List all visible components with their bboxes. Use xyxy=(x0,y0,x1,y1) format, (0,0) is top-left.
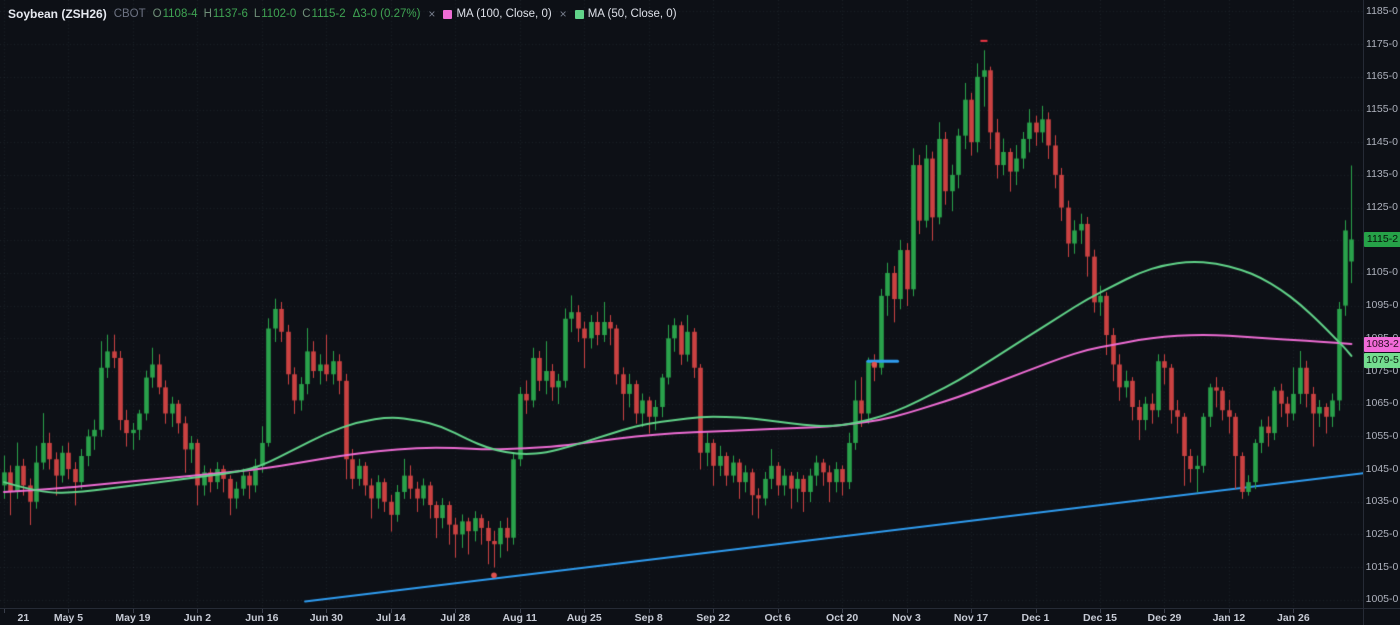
time-axis-label: Jan 12 xyxy=(1212,612,1246,624)
time-axis-label: Jul 14 xyxy=(375,612,406,624)
time-axis-label: Jun 16 xyxy=(245,612,279,624)
price-axis-label: 1075-0 xyxy=(1365,364,1399,377)
time-axis-label: Aug 11 xyxy=(502,612,537,624)
low-value: 1102-0 xyxy=(261,8,297,20)
time-axis-tick xyxy=(391,609,392,613)
time-axis-tick xyxy=(1036,609,1037,613)
price-tag-1083-2: 1083-2 xyxy=(1364,336,1400,352)
time-axis-label: Nov 17 xyxy=(953,612,989,624)
chart-pane[interactable] xyxy=(0,0,1363,608)
time-axis-tick xyxy=(584,609,585,613)
remove-ma100-icon[interactable]: × xyxy=(428,7,436,21)
price-tag-1079-5: 1079-5 xyxy=(1364,352,1400,368)
symbol-name[interactable]: Soybean (ZSH26) xyxy=(8,7,107,21)
exchange-name: CBOT xyxy=(113,8,146,20)
time-axis-tick xyxy=(4,609,5,613)
time-axis-tick xyxy=(68,609,69,613)
time-axis-label: Jul 28 xyxy=(440,612,471,624)
time-axis-label: Jun 2 xyxy=(183,612,212,624)
price-axis-label: 1055-0 xyxy=(1365,429,1399,442)
time-axis-tick xyxy=(520,609,521,613)
time-axis-tick xyxy=(1293,609,1294,613)
price-axis-label: 1135-0 xyxy=(1366,168,1398,181)
time-axis-label: Nov 3 xyxy=(892,612,921,624)
time-axis-tick xyxy=(649,609,650,613)
price-axis-label: 1005-0 xyxy=(1365,593,1399,606)
price-axis-label: 1165-0 xyxy=(1366,70,1398,83)
time-axis-label: Dec 29 xyxy=(1147,612,1182,624)
time-axis-label: May 19 xyxy=(115,612,151,624)
price-axis-label: 1025-0 xyxy=(1365,527,1399,540)
remove-ma50-icon[interactable]: × xyxy=(559,7,567,21)
time-axis-tick xyxy=(842,609,843,613)
price-axis-label: 1015-0 xyxy=(1365,560,1399,573)
axis-corner xyxy=(1363,608,1400,625)
price-axis-label: 1065-0 xyxy=(1365,397,1399,410)
time-axis-tick xyxy=(1229,609,1230,613)
time-axis-label: Oct 6 xyxy=(764,612,791,624)
ma50-label: MA (50, Close, 0) xyxy=(587,8,677,20)
time-axis-label: May 5 xyxy=(53,612,84,624)
time-axis-label: Oct 20 xyxy=(826,612,859,624)
price-axis-label: 1155-0 xyxy=(1366,103,1398,115)
close-value: 1115-2 xyxy=(311,8,346,20)
price-axis[interactable]: 1185-0 1175-0 1165-0 1155-0 1145-0 1135-0 1125… xyxy=(1363,0,1400,608)
time-axis-label: Dec 15 xyxy=(1083,612,1117,624)
time-axis-label: Jan 26 xyxy=(1277,612,1310,624)
chart-legend: Soybean (ZSH26) CBOT O 1108-4 H 1137-6 L 11… xyxy=(8,7,677,21)
time-axis-tick xyxy=(133,609,134,613)
time-axis-label: Sep 8 xyxy=(634,612,663,624)
ma50-color-swatch xyxy=(574,9,584,19)
high-value: 1137-6 xyxy=(212,8,248,20)
time-axis-label: Sep 22 xyxy=(696,612,731,624)
time-axis-label: 21 xyxy=(17,612,30,624)
high-label: H xyxy=(203,8,212,20)
time-axis-label: Dec 1 xyxy=(1021,612,1050,624)
time-axis-tick xyxy=(197,609,198,613)
time-axis-label: Aug 25 xyxy=(566,612,602,624)
price-axis-label: 1105-0 xyxy=(1366,266,1398,279)
time-axis-tick xyxy=(971,609,972,613)
price-axis-label: 1125-0 xyxy=(1366,201,1398,214)
price-axis-label: 1035-0 xyxy=(1365,495,1399,508)
time-axis[interactable]: 21 May 5 May 19 Jun 2 Jun 16 Jun 30 Jul 14 Jul … xyxy=(0,608,1363,625)
ma100-color-swatch xyxy=(443,9,453,19)
price-tag-1115-2: 1115-2 xyxy=(1364,231,1400,247)
ma100-label: MA (100, Close, 0) xyxy=(456,8,552,20)
legend-ma50[interactable]: MA (50, Close, 0) xyxy=(574,8,677,20)
time-axis-tick xyxy=(907,609,908,613)
price-axis-label: 1045-0 xyxy=(1365,462,1399,475)
low-label: L xyxy=(253,8,261,20)
open-label: O xyxy=(152,8,162,20)
legend-ma100[interactable]: MA (100, Close, 0) xyxy=(443,8,552,20)
time-axis-label: Jun 30 xyxy=(309,612,343,624)
time-axis-tick xyxy=(326,609,327,613)
time-axis-tick xyxy=(455,609,456,613)
price-axis-label: 1185-0 xyxy=(1366,4,1398,17)
close-label: C xyxy=(302,8,311,20)
time-axis-tick xyxy=(1164,609,1165,613)
price-axis-label: 1175-0 xyxy=(1366,37,1398,50)
time-axis-tick xyxy=(262,609,263,613)
time-axis-tick xyxy=(778,609,779,613)
price-axis-label: 1095-0 xyxy=(1365,299,1399,312)
ohlc-readout: O 1108-4 H 1137-6 L 1102-0 C 1115-2 xyxy=(153,8,346,20)
price-axis-label: 1145-0 xyxy=(1366,135,1398,148)
time-axis-tick xyxy=(713,609,714,613)
change-readout: Δ3-0 (0.27%) xyxy=(352,8,421,20)
open-value: 1108-4 xyxy=(162,8,198,20)
time-axis-tick xyxy=(1100,609,1101,613)
